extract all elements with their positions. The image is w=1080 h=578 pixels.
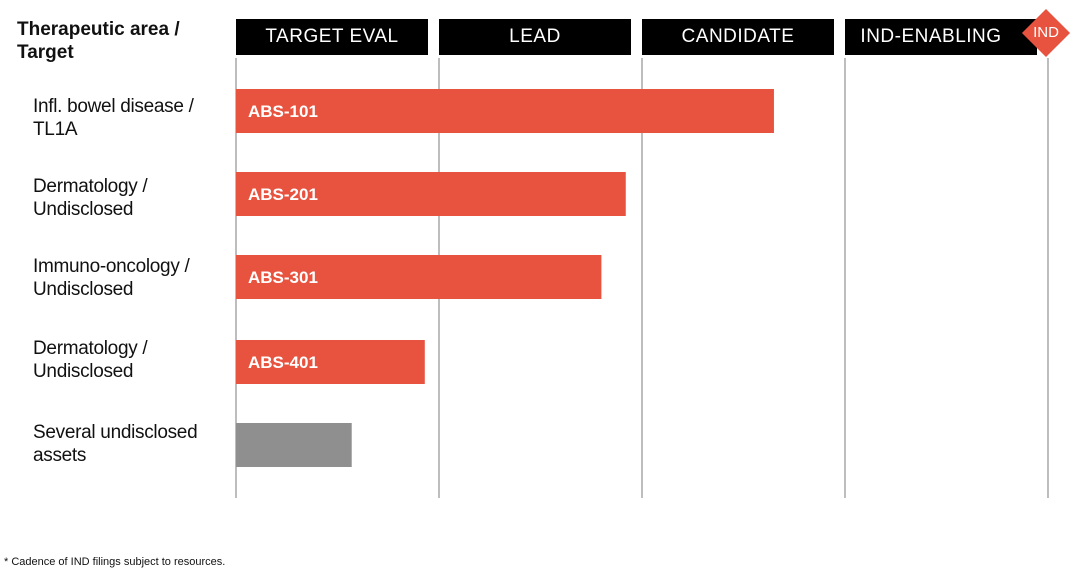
ind-milestone-marker: IND xyxy=(1021,8,1071,58)
stage-header-lead: LEAD xyxy=(439,19,631,55)
stage-header-ind-enabling: IND-ENABLING xyxy=(845,19,1037,55)
row-label-3: Immuno-oncology / Undisclosed xyxy=(33,256,190,300)
ind-milestone-label: IND xyxy=(1033,24,1059,41)
row-label-1: Infl. bowel disease / TL1A xyxy=(33,96,194,140)
row-label-5: Several undisclosed assets xyxy=(33,422,198,466)
program-bar-3 xyxy=(236,255,602,299)
footnote: * Cadence of IND filings subject to reso… xyxy=(4,556,226,568)
header-title: Therapeutic area / Target xyxy=(17,19,180,63)
program-bar-label-2: ABS-201 xyxy=(248,185,318,204)
program-bar-label-3: ABS-301 xyxy=(248,268,318,287)
program-bar-label-4: ABS-401 xyxy=(248,353,318,372)
row-label-4: Dermatology / Undisclosed xyxy=(33,338,148,382)
stage-header-candidate: CANDIDATE xyxy=(642,19,834,55)
program-bar-1 xyxy=(236,89,774,133)
program-bar-2 xyxy=(236,172,626,216)
program-bar-4 xyxy=(236,340,425,384)
program-bar-label-1: ABS-101 xyxy=(248,102,318,121)
row-label-2: Dermatology / Undisclosed xyxy=(33,176,148,220)
program-bar-5 xyxy=(236,423,352,467)
stage-header-target-eval: TARGET EVAL xyxy=(236,19,428,55)
